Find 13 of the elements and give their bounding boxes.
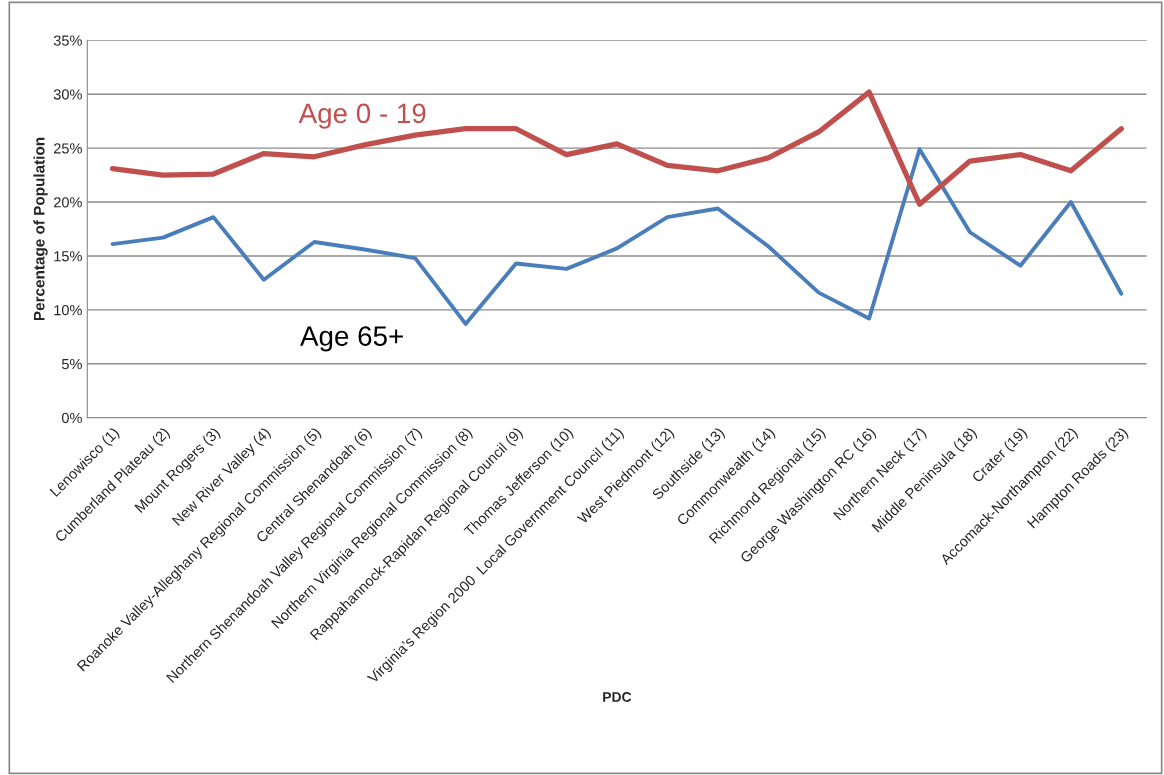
- y-tick-label: 25%: [53, 143, 82, 154]
- y-tick-label: 5%: [61, 358, 82, 370]
- line-series: [110, 147, 1124, 326]
- x-axis-title: PDC: [603, 692, 632, 702]
- y-tick-label: 30%: [53, 89, 82, 100]
- y-tick-label: 15%: [54, 251, 82, 262]
- y-tick-label: 10%: [54, 304, 82, 316]
- series-label: Age 0 - 19: [298, 103, 426, 129]
- y-axis-title: Percentage of Population: [33, 137, 48, 321]
- y-tick-label: 35%: [53, 35, 82, 46]
- y-tick-label: 0%: [61, 412, 82, 424]
- y-tick-label: 20%: [53, 197, 82, 208]
- series-label: Age 65+: [300, 326, 403, 352]
